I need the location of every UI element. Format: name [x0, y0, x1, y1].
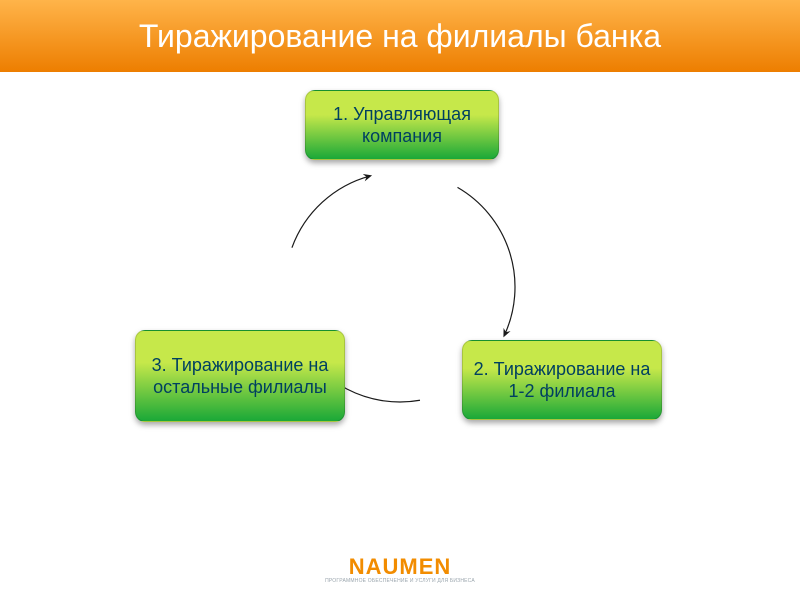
node-label: 2. Тиражирование на 1-2 филиала [473, 358, 651, 403]
cycle-arrow [458, 187, 516, 335]
node-3: 3. Тиражирование на остальные филиалы [135, 330, 345, 422]
cycle-diagram: 1. Управляющая компания 2. Тиражирование … [0, 72, 800, 542]
footer: NAUMEN ПРОГРАММНОЕ ОБЕСПЕЧЕНИЕ И УСЛУГИ … [0, 544, 800, 594]
node-1: 1. Управляющая компания [305, 90, 499, 160]
logo-subtext: ПРОГРАММНОЕ ОБЕСПЕЧЕНИЕ И УСЛУГИ ДЛЯ БИЗ… [325, 578, 475, 584]
node-label: 1. Управляющая компания [316, 103, 488, 148]
logo: NAUMEN [325, 554, 475, 580]
node-label: 3. Тиражирование на остальные филиалы [146, 354, 334, 399]
header: Тиражирование на филиалы банка [0, 0, 800, 72]
node-2: 2. Тиражирование на 1-2 филиала [462, 340, 662, 420]
page-title: Тиражирование на филиалы банка [139, 18, 661, 55]
cycle-arrow [292, 176, 370, 248]
